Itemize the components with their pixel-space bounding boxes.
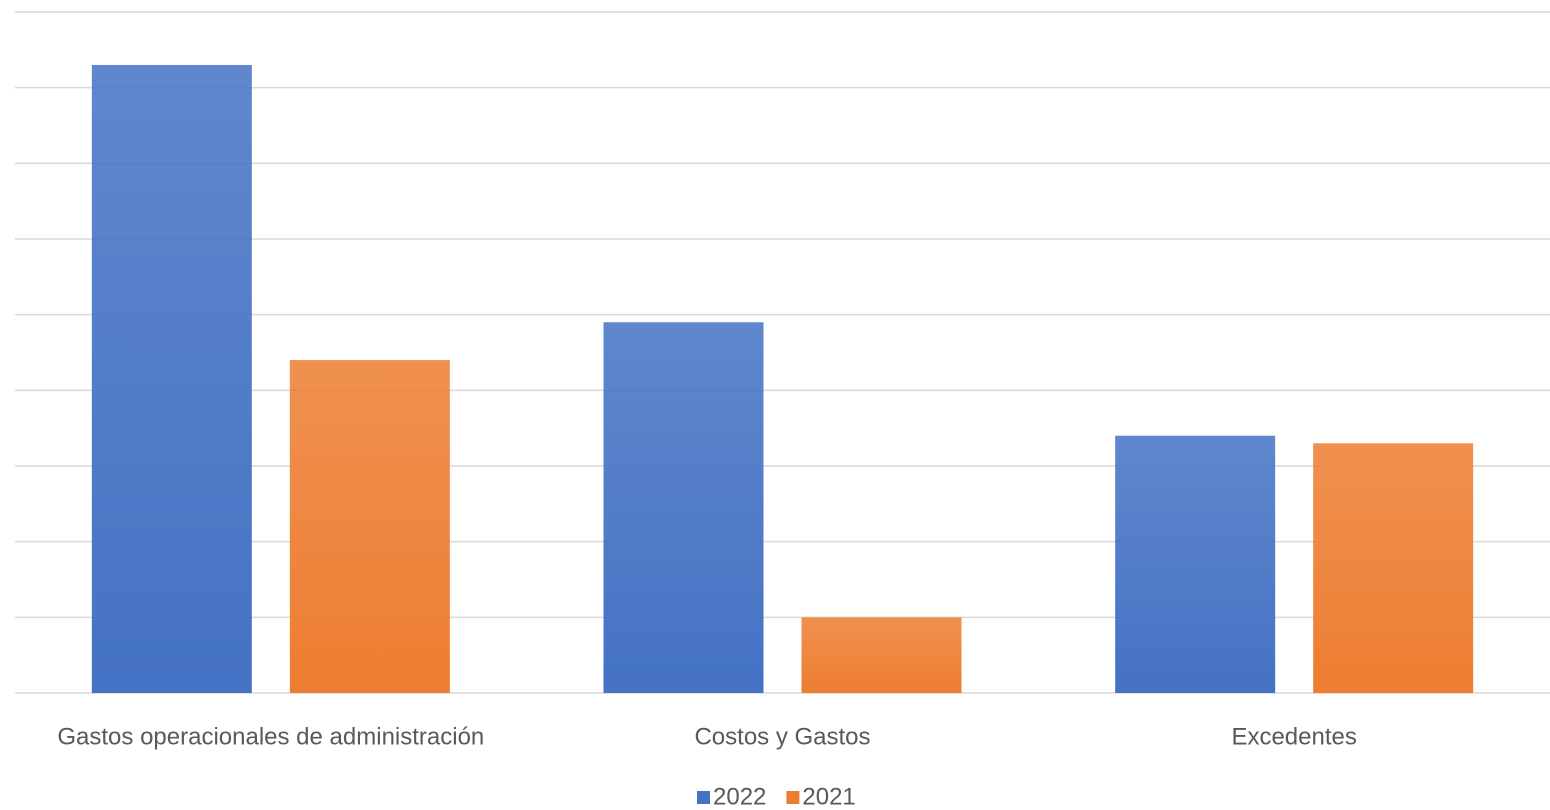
legend-swatch bbox=[697, 791, 710, 804]
legend-swatch bbox=[786, 791, 800, 804]
legend-label: 2021 bbox=[802, 783, 855, 810]
bar bbox=[1115, 435, 1276, 693]
x-tick-label: Costos y Gastos bbox=[694, 723, 870, 750]
bar bbox=[289, 360, 450, 693]
bar bbox=[603, 322, 764, 693]
legend: 2022 2021 bbox=[697, 783, 856, 810]
bar bbox=[1313, 443, 1474, 693]
x-tick-label: Gastos operacionales de administración bbox=[57, 723, 484, 750]
legend-label: 2022 bbox=[713, 783, 766, 810]
bar bbox=[801, 617, 962, 693]
bar bbox=[91, 64, 252, 693]
x-tick-label: Excedentes bbox=[1231, 723, 1356, 750]
